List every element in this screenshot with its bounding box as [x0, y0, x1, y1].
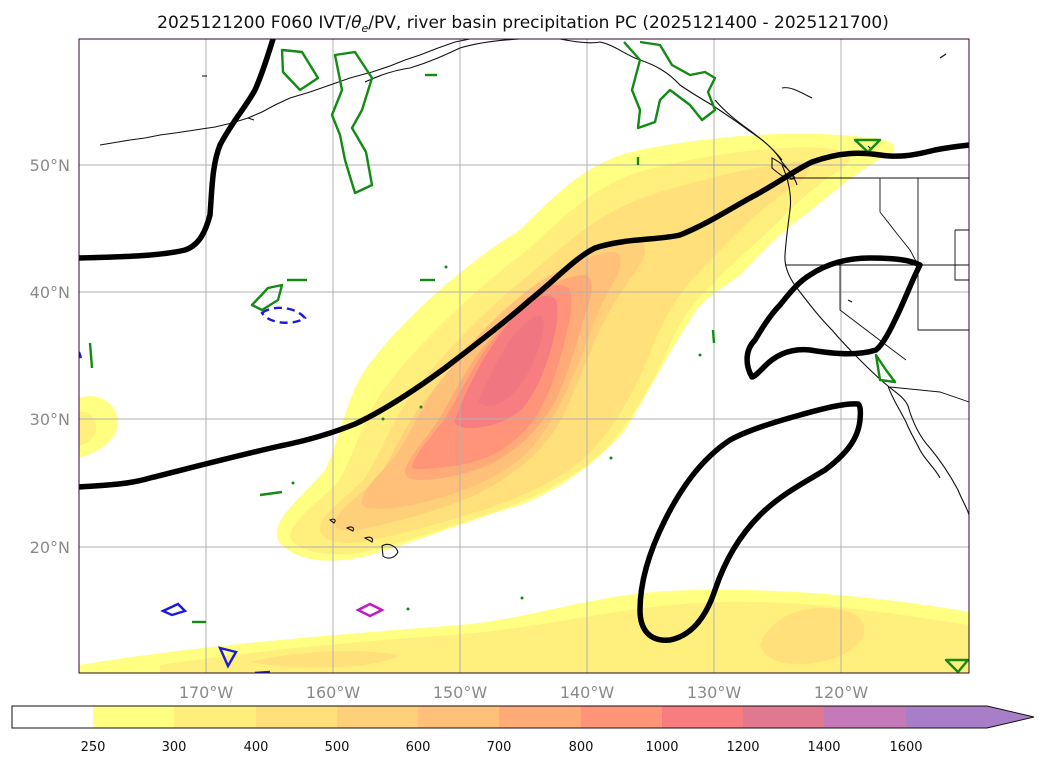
blue-contour-2	[217, 646, 238, 669]
lon-label-170w: 170°W	[179, 683, 234, 702]
map-panel	[78, 38, 970, 674]
dot-8	[698, 353, 702, 357]
island-3	[781, 87, 813, 99]
colorbar-label-250: 250	[81, 740, 106, 755]
lat-labels: 50°N 40°N 30°N 20°N	[30, 156, 70, 557]
magenta-contour	[355, 602, 385, 618]
dot-6	[406, 607, 410, 611]
colorbar-segment-250	[93, 706, 174, 728]
colorbar-segment-800	[581, 706, 662, 728]
ivt-blob-west-250	[79, 396, 118, 458]
lon-labels: 170°W 160°W 150°W 140°W 130°W 120°W	[179, 683, 869, 702]
colorbar-under-segment	[12, 706, 93, 728]
ivt-ar-1000-core	[478, 315, 544, 406]
colorbar-segment-700	[499, 706, 581, 728]
colorbar-segment-1400	[824, 706, 906, 728]
colorbar-segment-1600	[906, 706, 987, 728]
alaska-coast	[364, 39, 521, 83]
state-border-4	[917, 178, 969, 331]
pv-contour-trough-south	[637, 401, 864, 643]
green-contour-2	[330, 50, 374, 195]
ivt-filled-contours	[79, 133, 969, 673]
pv-contours	[79, 39, 969, 643]
baja-california	[887, 385, 941, 479]
lon-label-140w: 140°W	[560, 683, 615, 702]
island-5	[847, 299, 853, 303]
dot-2	[419, 405, 423, 409]
blue-dashed-contour	[260, 306, 307, 324]
map-frame	[78, 38, 970, 674]
colorbar-extend-arrow	[987, 706, 1034, 728]
green-contour-10	[853, 138, 882, 154]
maui-island	[363, 536, 374, 543]
pc-contours	[79, 306, 385, 673]
colorbar-segment-300	[174, 706, 256, 728]
green-contour-13	[711, 329, 716, 344]
lat-label-40: 40°N	[30, 283, 70, 302]
island-2	[247, 117, 255, 121]
green-contour-4	[250, 283, 284, 312]
state-border-3	[879, 178, 919, 266]
colorbar-segment-500	[337, 706, 418, 728]
ivt-band-south-400b	[250, 650, 400, 668]
colorbar-segment-600	[418, 706, 499, 728]
colorbar-label-400: 400	[244, 740, 269, 755]
ivt-band-south-400	[760, 607, 865, 665]
lat-label-50: 50°N	[30, 156, 70, 175]
state-border-2	[839, 265, 907, 361]
blue-contour-1	[160, 602, 188, 617]
lon-label-120w: 120°W	[814, 683, 869, 702]
borders	[785, 177, 969, 403]
map-title: 2025121200 F060 IVT/θe/PV, river basin p…	[157, 13, 889, 35]
green-contour-1	[280, 48, 320, 92]
green-contour-3	[623, 40, 717, 130]
colorbar-label-500: 500	[325, 740, 350, 755]
colorbar-outline	[11, 705, 1035, 729]
green-contour-8	[259, 490, 283, 497]
theta-e-dots	[291, 265, 702, 611]
oahu-island	[345, 526, 355, 532]
us-mexico-border	[889, 386, 969, 403]
lon-label-160w: 160°W	[306, 683, 361, 702]
green-contour-7	[88, 342, 94, 369]
colorbar-label-700: 700	[487, 740, 512, 755]
colorbar-segment-1000	[662, 706, 743, 728]
colorbar-label-600: 600	[406, 740, 431, 755]
green-contour-12	[944, 658, 969, 673]
ivt-blob-west-300	[79, 411, 97, 446]
pv-contour-cutoff	[744, 255, 923, 380]
colorbar: 250 300 400 500 600 700 800 1000 1200 14…	[11, 705, 1035, 755]
pv-contour-trough-northwest	[79, 39, 276, 261]
us-west-coast	[781, 164, 969, 516]
colorbar-label-1000: 1000	[645, 740, 678, 755]
lat-label-30: 30°N	[30, 410, 70, 429]
state-border-6	[954, 229, 969, 281]
theta-e-contours	[88, 40, 969, 673]
lon-label-130w: 130°W	[687, 683, 742, 702]
dot-4	[609, 456, 613, 460]
island-6	[939, 53, 947, 59]
lat-label-20: 20°N	[30, 538, 70, 557]
dot-3	[381, 417, 385, 421]
kauai-island	[328, 518, 336, 524]
dot-1	[444, 265, 448, 269]
colorbar-label-800: 800	[569, 740, 594, 755]
pv-contour-main	[79, 142, 969, 490]
colorbar-segment-400	[256, 706, 337, 728]
aleutian-coast	[99, 39, 471, 146]
colorbar-label-1600: 1600	[889, 740, 922, 755]
dot-7	[291, 481, 295, 485]
colorbar-segment-1200	[743, 706, 824, 728]
alaska-gulf	[559, 39, 783, 161]
lon-label-150w: 150°W	[433, 683, 488, 702]
colorbar-label-300: 300	[162, 740, 187, 755]
green-contour-11	[874, 353, 897, 384]
dot-5	[520, 596, 524, 600]
colorbar-label-1400: 1400	[807, 740, 840, 755]
graticule	[79, 39, 969, 673]
hawaii-island	[381, 543, 399, 559]
colorbar-label-1200: 1200	[726, 740, 759, 755]
